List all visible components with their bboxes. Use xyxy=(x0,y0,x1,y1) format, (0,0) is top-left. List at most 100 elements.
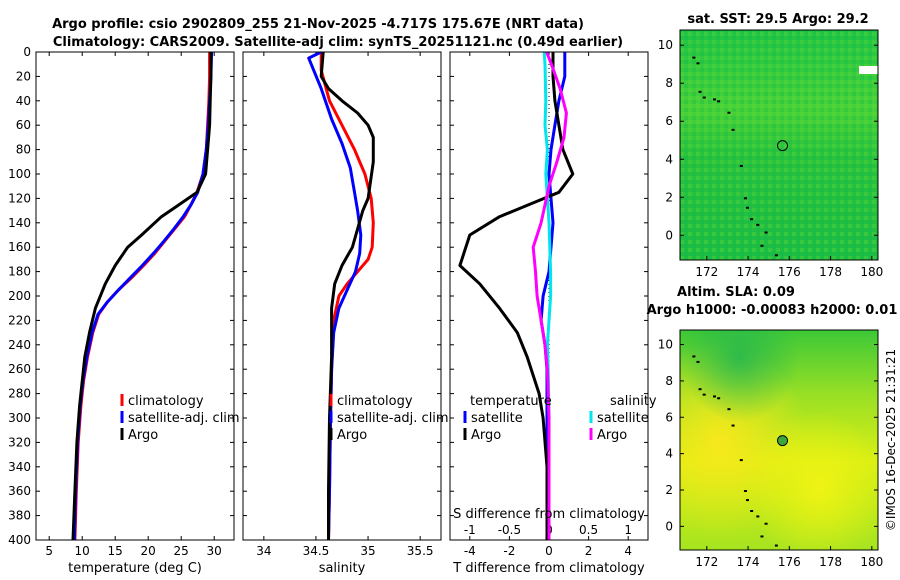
temperature-ticks: 0 20 40 60 80 100 120 140 160 180 200 220 240 260 280 3… xyxy=(8,45,234,558)
island-dot xyxy=(731,424,735,427)
map-y-tick-label: 0 xyxy=(665,228,673,242)
title-line-1: Argo profile: csio 2902809_255 21-Nov-20… xyxy=(52,17,584,32)
legend-label-climatology: climatology xyxy=(128,394,204,409)
sst-map-texture xyxy=(680,30,878,260)
series-line-argo xyxy=(319,52,375,540)
diff-legend-label-sal-satellite: satellite xyxy=(597,411,649,426)
x-tick-label: -4 xyxy=(464,544,476,558)
map-y-tick-label: 6 xyxy=(665,410,673,424)
island-dot xyxy=(746,499,749,502)
map-y-tick-label: 8 xyxy=(665,374,673,388)
sla-map-islands xyxy=(692,355,778,547)
island-dot xyxy=(743,490,747,492)
y-tick-label: 60 xyxy=(16,118,31,132)
series-line-satellite-adj-clim xyxy=(72,52,214,540)
series-line-argo xyxy=(71,52,213,540)
y-tick-label: 180 xyxy=(8,265,31,279)
diff-legend-header-salinity: salinity xyxy=(610,394,657,409)
sst-map-title: sat. SST: 29.5 Argo: 29.2 xyxy=(687,12,868,27)
island-dot xyxy=(717,397,721,400)
island-dot xyxy=(743,197,747,200)
map-x-tick-label: 178 xyxy=(819,555,842,569)
y-tick-label: 160 xyxy=(8,240,31,254)
island-dot xyxy=(702,393,706,396)
island-dot xyxy=(727,408,731,411)
difference-xlabel-top: S difference from climatology xyxy=(453,507,645,522)
y-tick-label: 340 xyxy=(8,460,31,474)
y-tick-label: 240 xyxy=(8,338,31,352)
y-tick-label: 140 xyxy=(8,216,31,230)
y-tick-label: 260 xyxy=(8,362,31,376)
x-tick-label: 20 xyxy=(141,544,156,558)
diff-legend-label-sal-argo: Argo xyxy=(597,428,627,443)
sla-map-title-2: Argo h1000: -0.00083 h2000: 0.01 xyxy=(647,303,898,318)
x-tick-label: 34 xyxy=(256,544,271,558)
map-y-tick-label: 4 xyxy=(665,447,673,461)
map-y-tick-label: 2 xyxy=(665,190,673,204)
sla-map-frame xyxy=(679,329,879,551)
x-tick-label: 5 xyxy=(45,544,53,558)
island-dot xyxy=(760,244,764,247)
map-y-tick-label: 4 xyxy=(665,152,673,166)
island-dot xyxy=(750,510,754,512)
salinity-xlabel: salinity xyxy=(319,561,366,576)
island-dot xyxy=(764,231,768,234)
sst-map-nodata xyxy=(859,66,878,74)
island-dot xyxy=(756,515,760,518)
island-dot xyxy=(739,164,743,167)
y-tick-label: 0 xyxy=(23,45,31,59)
diff-legend-label-temp-argo: Argo xyxy=(471,428,501,443)
salinity-ticks: 34 34.5 35 35.5 xyxy=(243,51,441,558)
map-x-tick-label: 178 xyxy=(819,265,842,279)
series-line-salinity-argo xyxy=(531,52,568,540)
x-tick-label: -2 xyxy=(503,544,515,558)
island-dot xyxy=(756,223,760,226)
x-tick-label: 0 xyxy=(545,544,553,558)
island-dot xyxy=(692,355,696,358)
x-tick-label: 25 xyxy=(174,544,189,558)
sla-map-ticks: 172 174 176 178 180 0 2 4 6 8 10 xyxy=(658,338,884,569)
y-tick-label: 120 xyxy=(8,191,31,205)
series-line-satellite-adj-clim xyxy=(307,52,363,540)
map-x-tick-label: 174 xyxy=(737,555,760,569)
y-tick-label: 80 xyxy=(16,143,31,157)
sst-map-frame xyxy=(679,29,879,261)
difference-xlabel: T difference from climatology xyxy=(452,561,645,576)
map-y-tick-label: 6 xyxy=(665,114,673,128)
island-dot xyxy=(731,128,735,131)
sst-map-argo-marker xyxy=(777,140,789,152)
map-x-tick-label: 172 xyxy=(695,265,718,279)
island-dot xyxy=(774,254,778,257)
island-dot xyxy=(739,459,743,462)
legend-label-argo: Argo xyxy=(128,428,158,443)
x-tick-label: 2 xyxy=(585,544,593,558)
y-tick-label: 380 xyxy=(8,509,31,523)
difference-legend: temperature salinity satellite Argo sate… xyxy=(463,394,657,443)
map-x-tick-label: 180 xyxy=(860,555,883,569)
map-y-tick-label: 0 xyxy=(665,519,673,533)
island-dot xyxy=(713,98,716,101)
map-x-tick-label: 172 xyxy=(695,555,718,569)
y-tick-label: 100 xyxy=(8,167,31,181)
series-line-salinity-satellite xyxy=(542,52,553,540)
y-tick-label: 300 xyxy=(8,411,31,425)
island-dot xyxy=(713,395,716,398)
map-y-tick-label: 10 xyxy=(658,338,673,352)
salinity-panel: 34 34.5 35 35.5 salinity climatology satell… xyxy=(242,51,449,576)
series-line-climatology xyxy=(73,52,212,540)
temperature-frame xyxy=(35,51,235,541)
island-dot xyxy=(774,544,778,547)
temperature-legend: climatology satellite-adj. clim Argo xyxy=(120,394,240,443)
map-x-tick-label: 176 xyxy=(778,555,801,569)
x-tick-label: 15 xyxy=(108,544,123,558)
sla-map-argo-marker xyxy=(777,435,789,447)
x-tick-label: 30 xyxy=(207,544,222,558)
salinity-lines xyxy=(307,52,375,540)
sla-map-title-1: Altim. SLA: 0.09 xyxy=(677,285,795,300)
island-dot xyxy=(750,218,754,221)
sst-map-islands xyxy=(692,56,778,257)
y-tick-label: 400 xyxy=(8,533,31,547)
island-dot xyxy=(746,206,749,209)
x-tick-label: 35.5 xyxy=(407,544,434,558)
temperature-xlabel: temperature (deg C) xyxy=(68,561,202,576)
